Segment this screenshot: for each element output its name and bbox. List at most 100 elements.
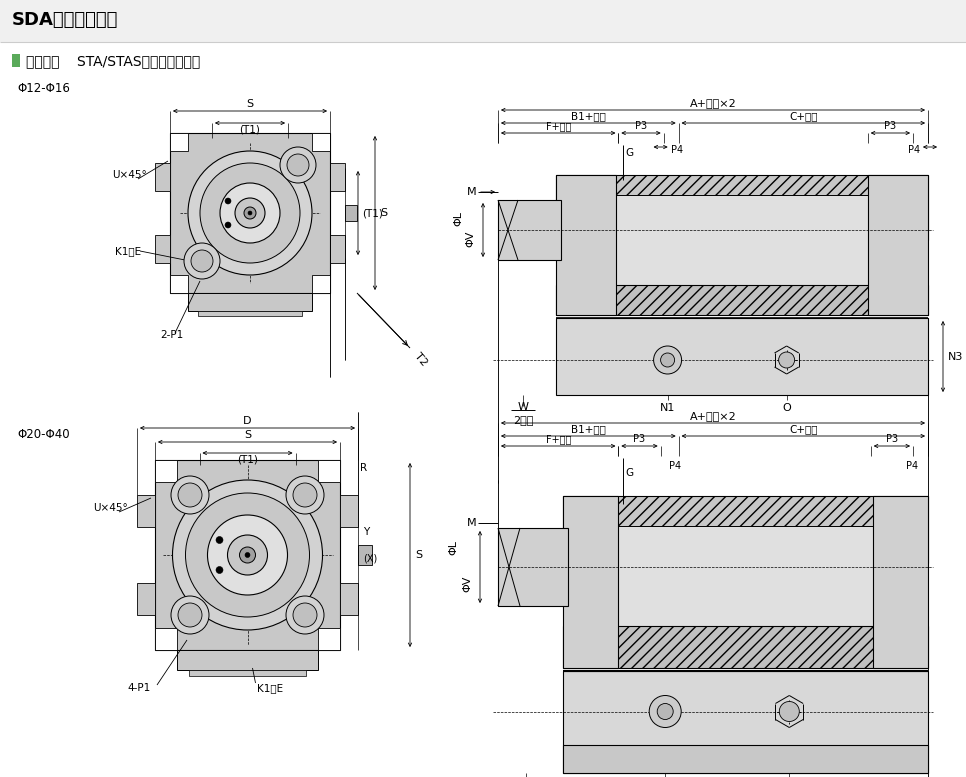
Bar (12, 54, 20, 67)
Text: N3: N3 (948, 351, 963, 361)
Circle shape (654, 346, 682, 374)
FancyBboxPatch shape (2, 1, 201, 39)
Bar (189, 670, 306, 676)
Bar (556, 285, 928, 315)
Bar (340, 583, 358, 615)
Text: S: S (244, 430, 251, 440)
Circle shape (248, 211, 252, 215)
Bar (563, 626, 928, 668)
Text: 外部规格    STA/STAS（单动引入型）: 外部规格 STA/STAS（单动引入型） (26, 54, 200, 68)
Text: B1+行程: B1+行程 (571, 111, 606, 121)
Circle shape (286, 476, 324, 514)
Circle shape (225, 222, 231, 228)
Bar (312, 133, 330, 151)
Text: Φ20-Φ40: Φ20-Φ40 (17, 428, 70, 441)
Circle shape (185, 493, 309, 617)
Bar (170, 133, 330, 293)
Bar (137, 583, 155, 615)
Bar (155, 460, 177, 482)
Bar (318, 460, 340, 482)
Text: G: G (625, 468, 634, 478)
Text: O: O (782, 403, 791, 413)
Text: P4: P4 (668, 461, 681, 471)
Text: N1: N1 (660, 403, 675, 413)
Circle shape (171, 596, 209, 634)
Circle shape (171, 476, 209, 514)
Circle shape (173, 480, 323, 630)
Circle shape (178, 603, 202, 627)
Text: G: G (625, 148, 634, 158)
Bar (618, 526, 873, 626)
Bar (498, 528, 568, 606)
Circle shape (244, 207, 256, 219)
Bar (170, 275, 188, 293)
Circle shape (657, 703, 673, 720)
Bar (345, 205, 357, 221)
Circle shape (649, 695, 681, 727)
Text: S: S (246, 99, 253, 109)
Text: P3: P3 (634, 434, 645, 444)
Bar (155, 235, 170, 263)
Text: R: R (360, 463, 367, 473)
Text: P4: P4 (908, 145, 920, 155)
Circle shape (191, 250, 213, 272)
Text: Y: Y (363, 528, 369, 537)
Text: S: S (380, 208, 387, 218)
Text: P3: P3 (886, 434, 898, 444)
Bar (330, 235, 345, 263)
Text: D: D (243, 416, 252, 426)
Text: P3: P3 (635, 121, 647, 131)
Circle shape (235, 198, 265, 228)
Bar (873, 496, 928, 668)
Bar (556, 175, 928, 240)
Text: S: S (415, 550, 422, 560)
Text: P3: P3 (884, 121, 896, 131)
Text: (X): (X) (363, 554, 378, 564)
Text: C+行程: C+行程 (789, 424, 817, 434)
Bar (563, 496, 618, 668)
Bar (330, 163, 345, 191)
Text: ΦL: ΦL (453, 211, 463, 225)
Bar (563, 671, 928, 773)
Text: M: M (467, 187, 476, 197)
Circle shape (216, 566, 223, 573)
Text: A+行程×2: A+行程×2 (690, 98, 736, 108)
Bar (340, 495, 358, 527)
Text: P4: P4 (670, 145, 683, 155)
Bar (556, 318, 928, 395)
Text: B1+行程: B1+行程 (571, 424, 606, 434)
Circle shape (245, 552, 250, 558)
Bar (563, 496, 928, 563)
Text: U×45°: U×45° (93, 503, 128, 513)
Text: (T1): (T1) (237, 455, 258, 465)
Text: ΦL: ΦL (448, 540, 458, 555)
Text: K1深E: K1深E (115, 246, 141, 256)
Text: ΦV: ΦV (465, 231, 475, 247)
Bar (563, 745, 928, 773)
Circle shape (208, 515, 288, 595)
Text: ΦV: ΦV (462, 576, 472, 592)
Circle shape (225, 198, 231, 204)
Text: Φ12-Φ16: Φ12-Φ16 (17, 82, 70, 95)
Bar (868, 175, 928, 315)
Circle shape (216, 536, 223, 543)
Circle shape (287, 154, 309, 176)
Text: F+行程: F+行程 (546, 121, 571, 131)
Text: K1深E: K1深E (258, 683, 284, 693)
Bar (188, 293, 312, 311)
Circle shape (286, 596, 324, 634)
Circle shape (779, 352, 795, 368)
Text: U×45°: U×45° (112, 170, 147, 180)
Text: M: M (467, 518, 476, 528)
Circle shape (293, 603, 317, 627)
Circle shape (240, 547, 255, 563)
Bar (616, 195, 868, 285)
Text: A+行程×2: A+行程×2 (690, 411, 736, 421)
Text: W: W (518, 402, 528, 412)
Text: (T1): (T1) (240, 125, 261, 135)
Text: C+行程: C+行程 (789, 111, 817, 121)
Text: 2面幅: 2面幅 (513, 415, 533, 425)
Bar (137, 495, 155, 527)
Circle shape (188, 151, 312, 275)
Text: P4: P4 (906, 461, 918, 471)
